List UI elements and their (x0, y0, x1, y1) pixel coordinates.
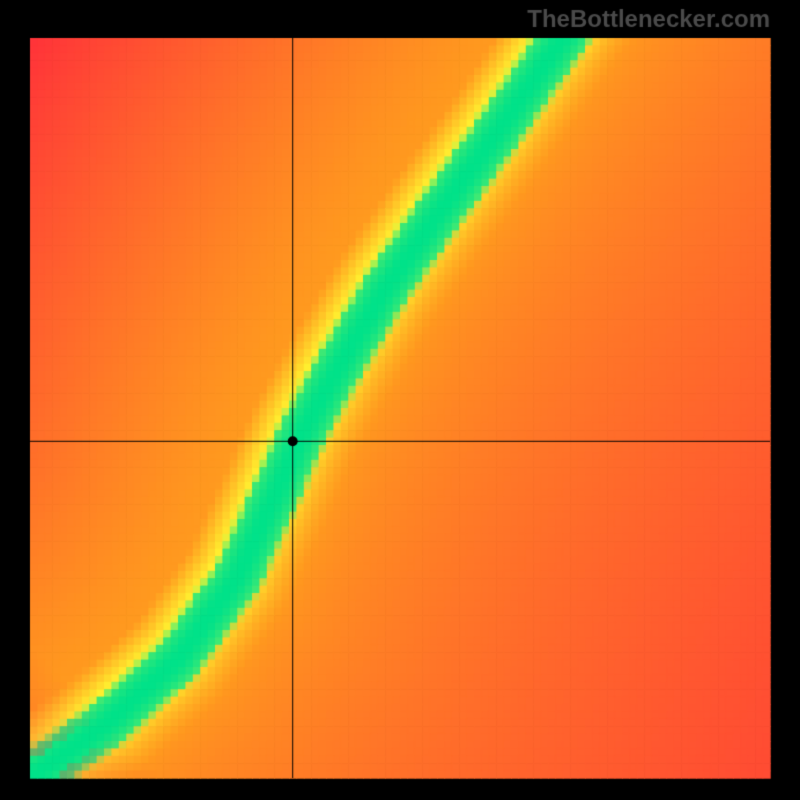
heatmap-chart (0, 0, 800, 800)
heatmap-canvas (0, 0, 800, 800)
